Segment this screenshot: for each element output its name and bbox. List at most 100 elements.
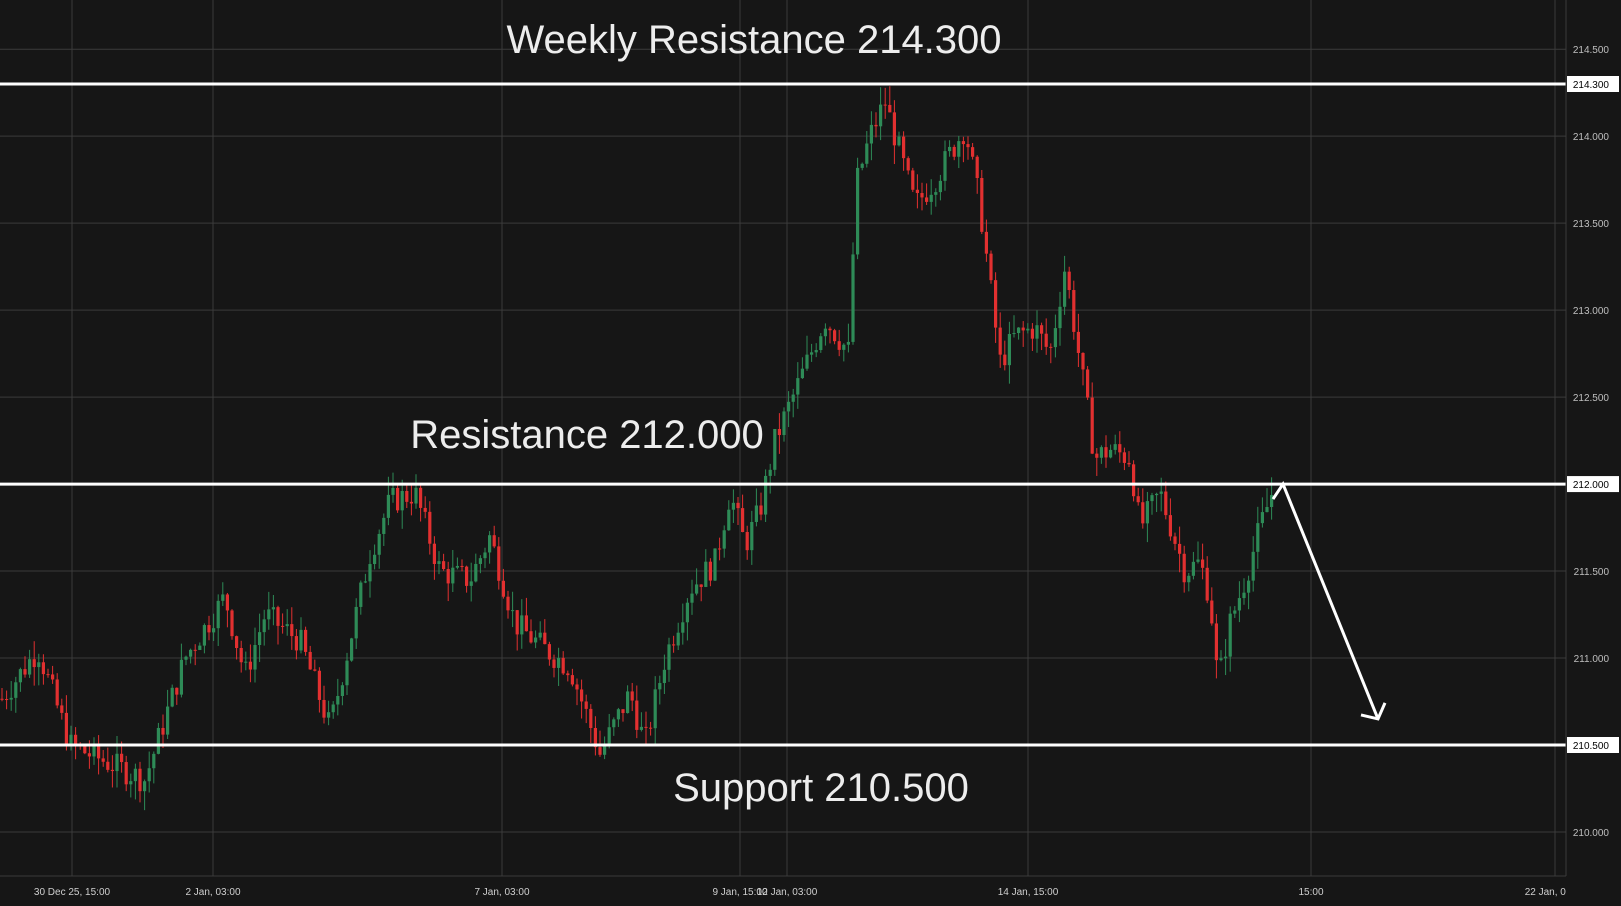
time-axis[interactable]: 30 Dec 25, 15:00 2 Jan, 03:00 7 Jan, 03:00…	[34, 880, 1621, 906]
candle-body	[846, 341, 850, 345]
candle-body	[915, 189, 919, 194]
candle-body	[189, 649, 193, 657]
candle-body	[630, 691, 634, 701]
candle-body	[69, 734, 73, 746]
candle-body	[1012, 333, 1016, 335]
price-tick-label: 211.500	[1574, 567, 1610, 578]
candle-body	[750, 521, 754, 551]
candle-body	[708, 561, 712, 581]
candle-body	[722, 530, 726, 549]
price-tick-label: 212.500	[1573, 393, 1610, 404]
price-tick-label: 213.500	[1573, 219, 1610, 230]
candle-body	[244, 661, 248, 663]
level-price-tags: 214.300 212.000 210.500	[1567, 76, 1619, 753]
time-tick-label: 15:00	[1298, 887, 1323, 898]
candle-body	[101, 758, 105, 762]
candle-body	[64, 712, 68, 746]
price-tick-label: 211.000	[1574, 654, 1610, 665]
candle-body	[492, 535, 496, 547]
candle-body	[1173, 536, 1177, 544]
candle-body	[1168, 515, 1172, 537]
candle-body	[216, 600, 220, 629]
candle-body	[9, 697, 13, 700]
candle-body	[529, 631, 533, 643]
candle-body	[1210, 600, 1214, 624]
candle-body	[5, 699, 9, 701]
candle-body	[759, 505, 763, 515]
level-price-tag	[1567, 737, 1619, 753]
candle-body	[644, 726, 648, 728]
candle-body	[400, 490, 404, 511]
candle-body	[658, 683, 662, 690]
candle-body	[639, 726, 643, 730]
level-price-tag-label: 210.500	[1573, 741, 1610, 752]
candle-body	[478, 558, 482, 564]
candle-body	[460, 565, 464, 567]
candle-body	[248, 661, 252, 670]
candle-body	[161, 727, 165, 735]
candle-body	[336, 695, 340, 705]
candle-body	[368, 564, 372, 582]
annotation-support: Support 210.500	[673, 766, 969, 810]
candle-body	[934, 192, 938, 195]
candle-body	[653, 689, 657, 729]
candle-body	[308, 651, 312, 670]
candle-body	[207, 625, 211, 633]
candle-body	[198, 645, 202, 651]
candle-body	[1003, 354, 1007, 366]
candle-body	[1072, 290, 1076, 332]
candle-body	[621, 709, 625, 714]
candle-body	[1224, 656, 1228, 659]
candle-body	[966, 144, 970, 148]
candle-body	[791, 394, 795, 402]
candle-body	[1247, 580, 1251, 593]
candle-body	[1063, 271, 1067, 307]
candle-body	[538, 632, 542, 638]
candle-body	[345, 660, 349, 686]
candle-body	[340, 685, 344, 696]
candle-body	[1007, 333, 1011, 366]
candle-body	[1251, 551, 1255, 581]
candle-body	[980, 178, 984, 232]
price-tick-label: 210.000	[1573, 828, 1610, 839]
candle-body	[754, 505, 758, 522]
candle-body	[897, 136, 901, 146]
candle-body	[322, 699, 326, 718]
candle-body	[83, 745, 87, 754]
candle-body	[805, 354, 809, 369]
candle-body	[483, 552, 487, 559]
candle-body	[773, 428, 777, 470]
price-tick-label: 214.500	[1573, 45, 1610, 56]
candle-body	[1086, 369, 1090, 398]
candle-body	[0, 698, 4, 700]
candle-body	[745, 531, 749, 551]
candle-body	[285, 624, 289, 627]
candle-body	[506, 596, 510, 611]
candle-body	[777, 428, 781, 436]
candle-body	[1265, 507, 1269, 513]
candle-body	[1040, 325, 1044, 334]
candle-body	[313, 669, 317, 671]
time-tick-label: 30 Dec 25, 15:00	[34, 887, 111, 898]
candle-body	[382, 517, 386, 534]
candle-body	[727, 509, 731, 531]
candle-body	[124, 762, 128, 785]
candle-body	[584, 701, 588, 709]
level-price-tag	[1567, 76, 1619, 92]
candle-body	[1178, 543, 1182, 554]
candle-body	[331, 704, 335, 713]
candle-body	[1150, 495, 1154, 502]
candle-body	[37, 662, 41, 668]
candle-body	[534, 637, 538, 643]
candle-body	[92, 743, 96, 757]
candle-body	[1053, 328, 1057, 348]
candle-body	[814, 350, 818, 353]
projection-arrow	[1271, 480, 1387, 721]
candle-body	[892, 112, 896, 146]
candle-body	[1242, 592, 1246, 599]
candle-body	[851, 254, 855, 342]
candle-body	[800, 368, 804, 379]
candle-body	[87, 753, 91, 757]
candle-body	[580, 689, 584, 702]
